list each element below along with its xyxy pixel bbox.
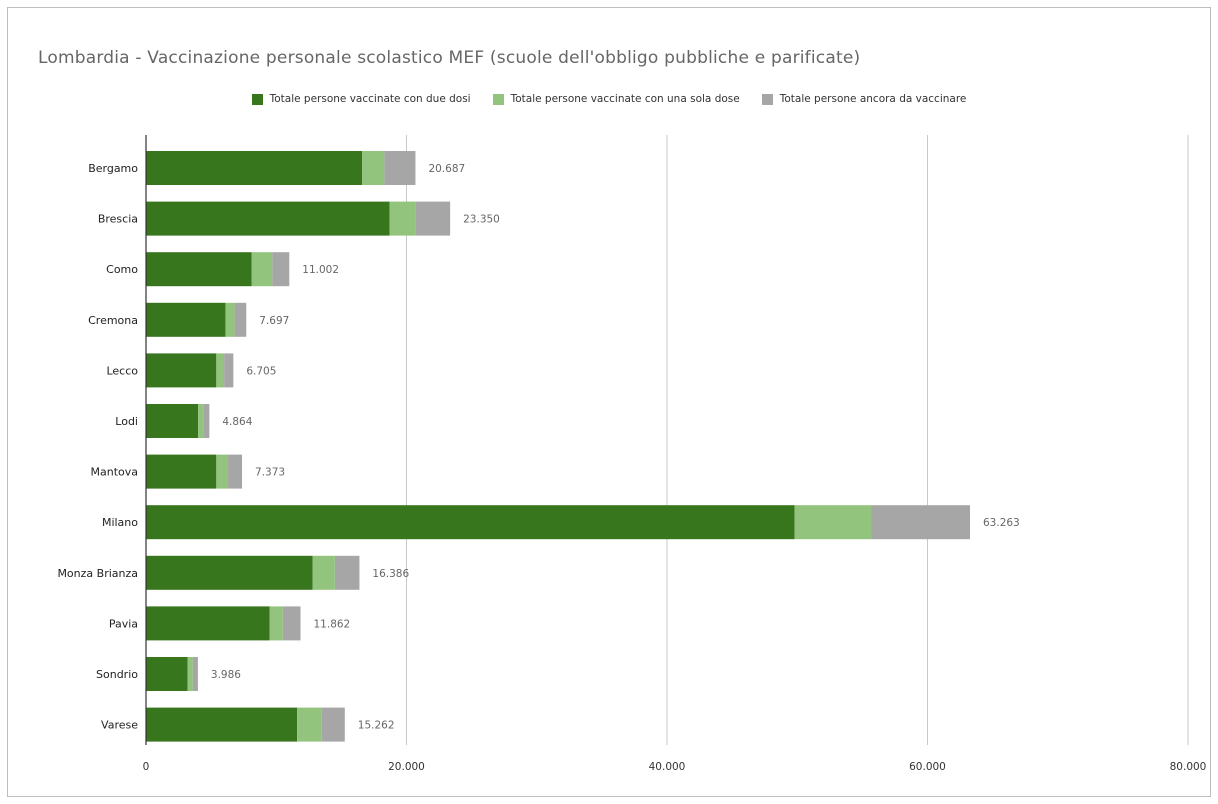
bar-lecco-series-2 bbox=[224, 353, 234, 388]
bar-brescia-series-1 bbox=[389, 201, 416, 236]
legend-swatch-two-doses bbox=[251, 93, 263, 105]
bar-varese-series-0 bbox=[146, 707, 298, 742]
legend-swatch-unvaccinated bbox=[761, 93, 773, 105]
total-label-lodi: 4.864 bbox=[222, 416, 252, 428]
category-label-lecco: Lecco bbox=[106, 364, 138, 377]
total-label-monza-brianza: 16.386 bbox=[372, 568, 409, 580]
bar-monza-brianza-series-0 bbox=[146, 555, 313, 590]
total-label-mantova: 7.373 bbox=[255, 467, 285, 479]
bar-varese-series-2 bbox=[321, 707, 345, 742]
bar-monza-brianza-series-1 bbox=[312, 555, 335, 590]
x-tick-label-3: 60.000 bbox=[909, 761, 946, 773]
bar-cremona-series-2 bbox=[234, 302, 247, 337]
total-label-varese: 15.262 bbox=[358, 720, 395, 732]
category-label-varese: Varese bbox=[101, 719, 138, 732]
bar-bergamo-series-0 bbox=[146, 151, 363, 185]
bar-lecco-series-1 bbox=[216, 353, 225, 388]
category-label-bergamo: Bergamo bbox=[88, 162, 138, 175]
bar-varese-series-1 bbox=[297, 707, 322, 742]
bar-sondrio-series-1 bbox=[187, 657, 193, 691]
bar-lecco-series-0 bbox=[146, 353, 217, 388]
x-tick-label-0: 0 bbox=[143, 761, 150, 773]
legend-item-one-dose: Totale persone vaccinate con una sola do… bbox=[492, 93, 740, 105]
legend-item-unvaccinated: Totale persone ancora da vaccinare bbox=[761, 93, 967, 105]
bar-brescia-series-0 bbox=[146, 201, 390, 236]
bar-como-series-0 bbox=[146, 252, 252, 287]
bar-mantova-series-2 bbox=[228, 454, 243, 489]
category-label-lodi: Lodi bbox=[115, 415, 138, 428]
total-label-como: 11.002 bbox=[302, 264, 339, 276]
bar-cremona-series-0 bbox=[146, 302, 226, 337]
chart-frame bbox=[7, 7, 1211, 797]
legend-item-two-doses: Totale persone vaccinate con due dosi bbox=[251, 93, 471, 105]
x-tick-label-2: 40.000 bbox=[649, 761, 686, 773]
total-label-lecco: 6.705 bbox=[246, 365, 276, 377]
bar-sondrio-series-2 bbox=[192, 657, 198, 691]
total-label-cremona: 7.697 bbox=[259, 315, 289, 327]
bar-brescia-series-2 bbox=[415, 201, 451, 236]
category-label-como: Como bbox=[106, 263, 138, 276]
category-label-monza-brianza: Monza Brianza bbox=[57, 567, 138, 580]
bar-lodi-series-1 bbox=[198, 404, 204, 438]
total-label-brescia: 23.350 bbox=[463, 214, 500, 226]
bar-lodi-series-2 bbox=[203, 404, 210, 438]
category-label-mantova: Mantova bbox=[91, 466, 139, 479]
category-label-pavia: Pavia bbox=[109, 617, 138, 630]
bar-bergamo-series-1 bbox=[362, 151, 385, 185]
bar-sondrio-series-0 bbox=[146, 657, 188, 691]
bar-como-series-1 bbox=[251, 252, 273, 287]
total-label-pavia: 11.862 bbox=[314, 618, 351, 630]
category-label-cremona: Cremona bbox=[88, 314, 138, 327]
bar-pavia-series-2 bbox=[282, 606, 301, 641]
bar-como-series-2 bbox=[272, 252, 290, 287]
bar-pavia-series-0 bbox=[146, 606, 270, 641]
category-label-milano: Milano bbox=[102, 516, 138, 529]
x-tick-label-4: 80.000 bbox=[1170, 761, 1207, 773]
bar-cremona-series-1 bbox=[225, 302, 235, 337]
bar-bergamo-series-2 bbox=[384, 151, 416, 185]
bar-mantova-series-1 bbox=[216, 454, 229, 489]
legend-label-two-doses: Totale persone vaccinate con due dosi bbox=[269, 93, 471, 105]
bar-milano-series-1 bbox=[794, 505, 872, 540]
x-tick-label-1: 20.000 bbox=[388, 761, 425, 773]
legend-swatch-one-dose bbox=[492, 93, 504, 105]
category-label-brescia: Brescia bbox=[98, 213, 138, 226]
bar-milano-series-0 bbox=[146, 505, 795, 540]
bar-monza-brianza-series-2 bbox=[334, 555, 360, 590]
bar-milano-series-2 bbox=[871, 505, 971, 540]
legend-label-one-dose: Totale persone vaccinate con una sola do… bbox=[510, 93, 740, 105]
total-label-bergamo: 20.687 bbox=[428, 163, 465, 175]
legend-label-unvaccinated: Totale persone ancora da vaccinare bbox=[779, 93, 967, 105]
legend: Totale persone vaccinate con due dosi To… bbox=[0, 93, 1218, 105]
chart-title: Lombardia - Vaccinazione personale scola… bbox=[38, 48, 861, 68]
total-label-milano: 63.263 bbox=[983, 517, 1020, 529]
bar-lodi-series-0 bbox=[146, 404, 199, 438]
category-label-sondrio: Sondrio bbox=[96, 668, 138, 681]
total-label-sondrio: 3.986 bbox=[211, 669, 241, 681]
bar-mantova-series-0 bbox=[146, 454, 217, 489]
bar-pavia-series-1 bbox=[269, 606, 283, 641]
